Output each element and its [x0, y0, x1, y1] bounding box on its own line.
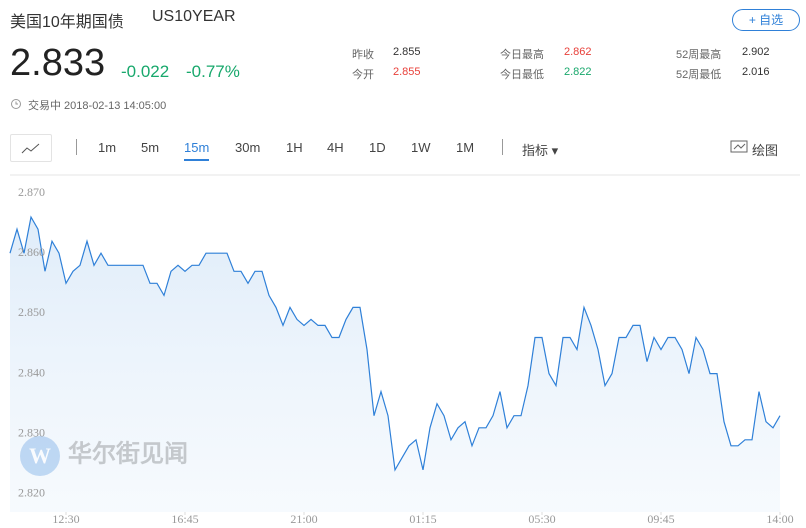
- x-tick-label: 09:45: [647, 512, 674, 526]
- interval-tab[interactable]: 1D: [369, 140, 386, 155]
- interval-tab[interactable]: 4H: [327, 140, 344, 155]
- stat-value: 2.822: [564, 66, 592, 78]
- draw-icon: [730, 140, 748, 153]
- x-tick-label: 12:30: [52, 512, 79, 526]
- price-line: [9, 215, 781, 472]
- y-tick-label: 2.850: [18, 305, 45, 319]
- indicator-label: 指标: [522, 143, 549, 158]
- interval-tab[interactable]: 30m: [235, 140, 261, 155]
- clock-icon: [11, 99, 21, 109]
- chart-type-button[interactable]: [10, 134, 52, 162]
- area-fill: [10, 217, 780, 512]
- y-tick-label: 2.870: [18, 185, 45, 199]
- stat-label: 今日最低: [500, 69, 544, 81]
- draw-button[interactable]: 绘图: [752, 143, 779, 158]
- stat-value: 2.016: [742, 66, 770, 78]
- stat-value: 2.855: [393, 66, 421, 78]
- interval-tab[interactable]: 5m: [141, 140, 160, 155]
- watermark-logo: W: [20, 436, 60, 476]
- y-tick-label: 2.820: [18, 486, 45, 500]
- y-tick-label: 2.860: [18, 245, 45, 259]
- price: 2.833: [10, 42, 106, 84]
- stat-value: 2.902: [742, 46, 770, 58]
- change: -0.022: [121, 62, 170, 81]
- y-tick-label: 2.830: [18, 426, 45, 440]
- separator: [502, 139, 503, 155]
- y-tick-label: 2.840: [18, 365, 45, 379]
- x-tick-label: 14:00: [766, 512, 793, 526]
- watch-button[interactable]: + 自选: [732, 9, 800, 31]
- watermark: 华尔街见闻: [68, 440, 188, 468]
- stat-label: 52周最低: [676, 69, 722, 81]
- x-tick-label: 16:45: [171, 512, 198, 526]
- separator: [76, 139, 77, 155]
- interval-tab[interactable]: 1W: [411, 140, 431, 155]
- x-tick-label: 05:30: [528, 512, 555, 526]
- svg-text:W: W: [29, 443, 51, 468]
- stat-label: 今日最高: [500, 49, 544, 61]
- change-pct: -0.77%: [186, 62, 240, 81]
- indicator-menu[interactable]: 指标 ▾: [522, 143, 559, 158]
- x-tick-label: 21:00: [290, 512, 317, 526]
- stat-value: 2.855: [393, 46, 421, 58]
- interval-tab[interactable]: 1H: [286, 140, 303, 155]
- x-tick-label: 01:15: [409, 512, 436, 526]
- interval-tab[interactable]: 1m: [98, 140, 117, 155]
- stat-label: 今开: [352, 69, 374, 81]
- interval-tab[interactable]: 15m: [184, 140, 210, 161]
- code: US10YEAR: [152, 8, 236, 25]
- stat-value: 2.862: [564, 46, 592, 58]
- title: 美国10年期国债: [10, 14, 124, 31]
- stat-label: 昨收: [352, 49, 374, 61]
- stat-label: 52周最高: [676, 49, 722, 61]
- status: 交易中 2018-02-13 14:05:00: [28, 100, 167, 112]
- interval-tab[interactable]: 1M: [456, 140, 475, 155]
